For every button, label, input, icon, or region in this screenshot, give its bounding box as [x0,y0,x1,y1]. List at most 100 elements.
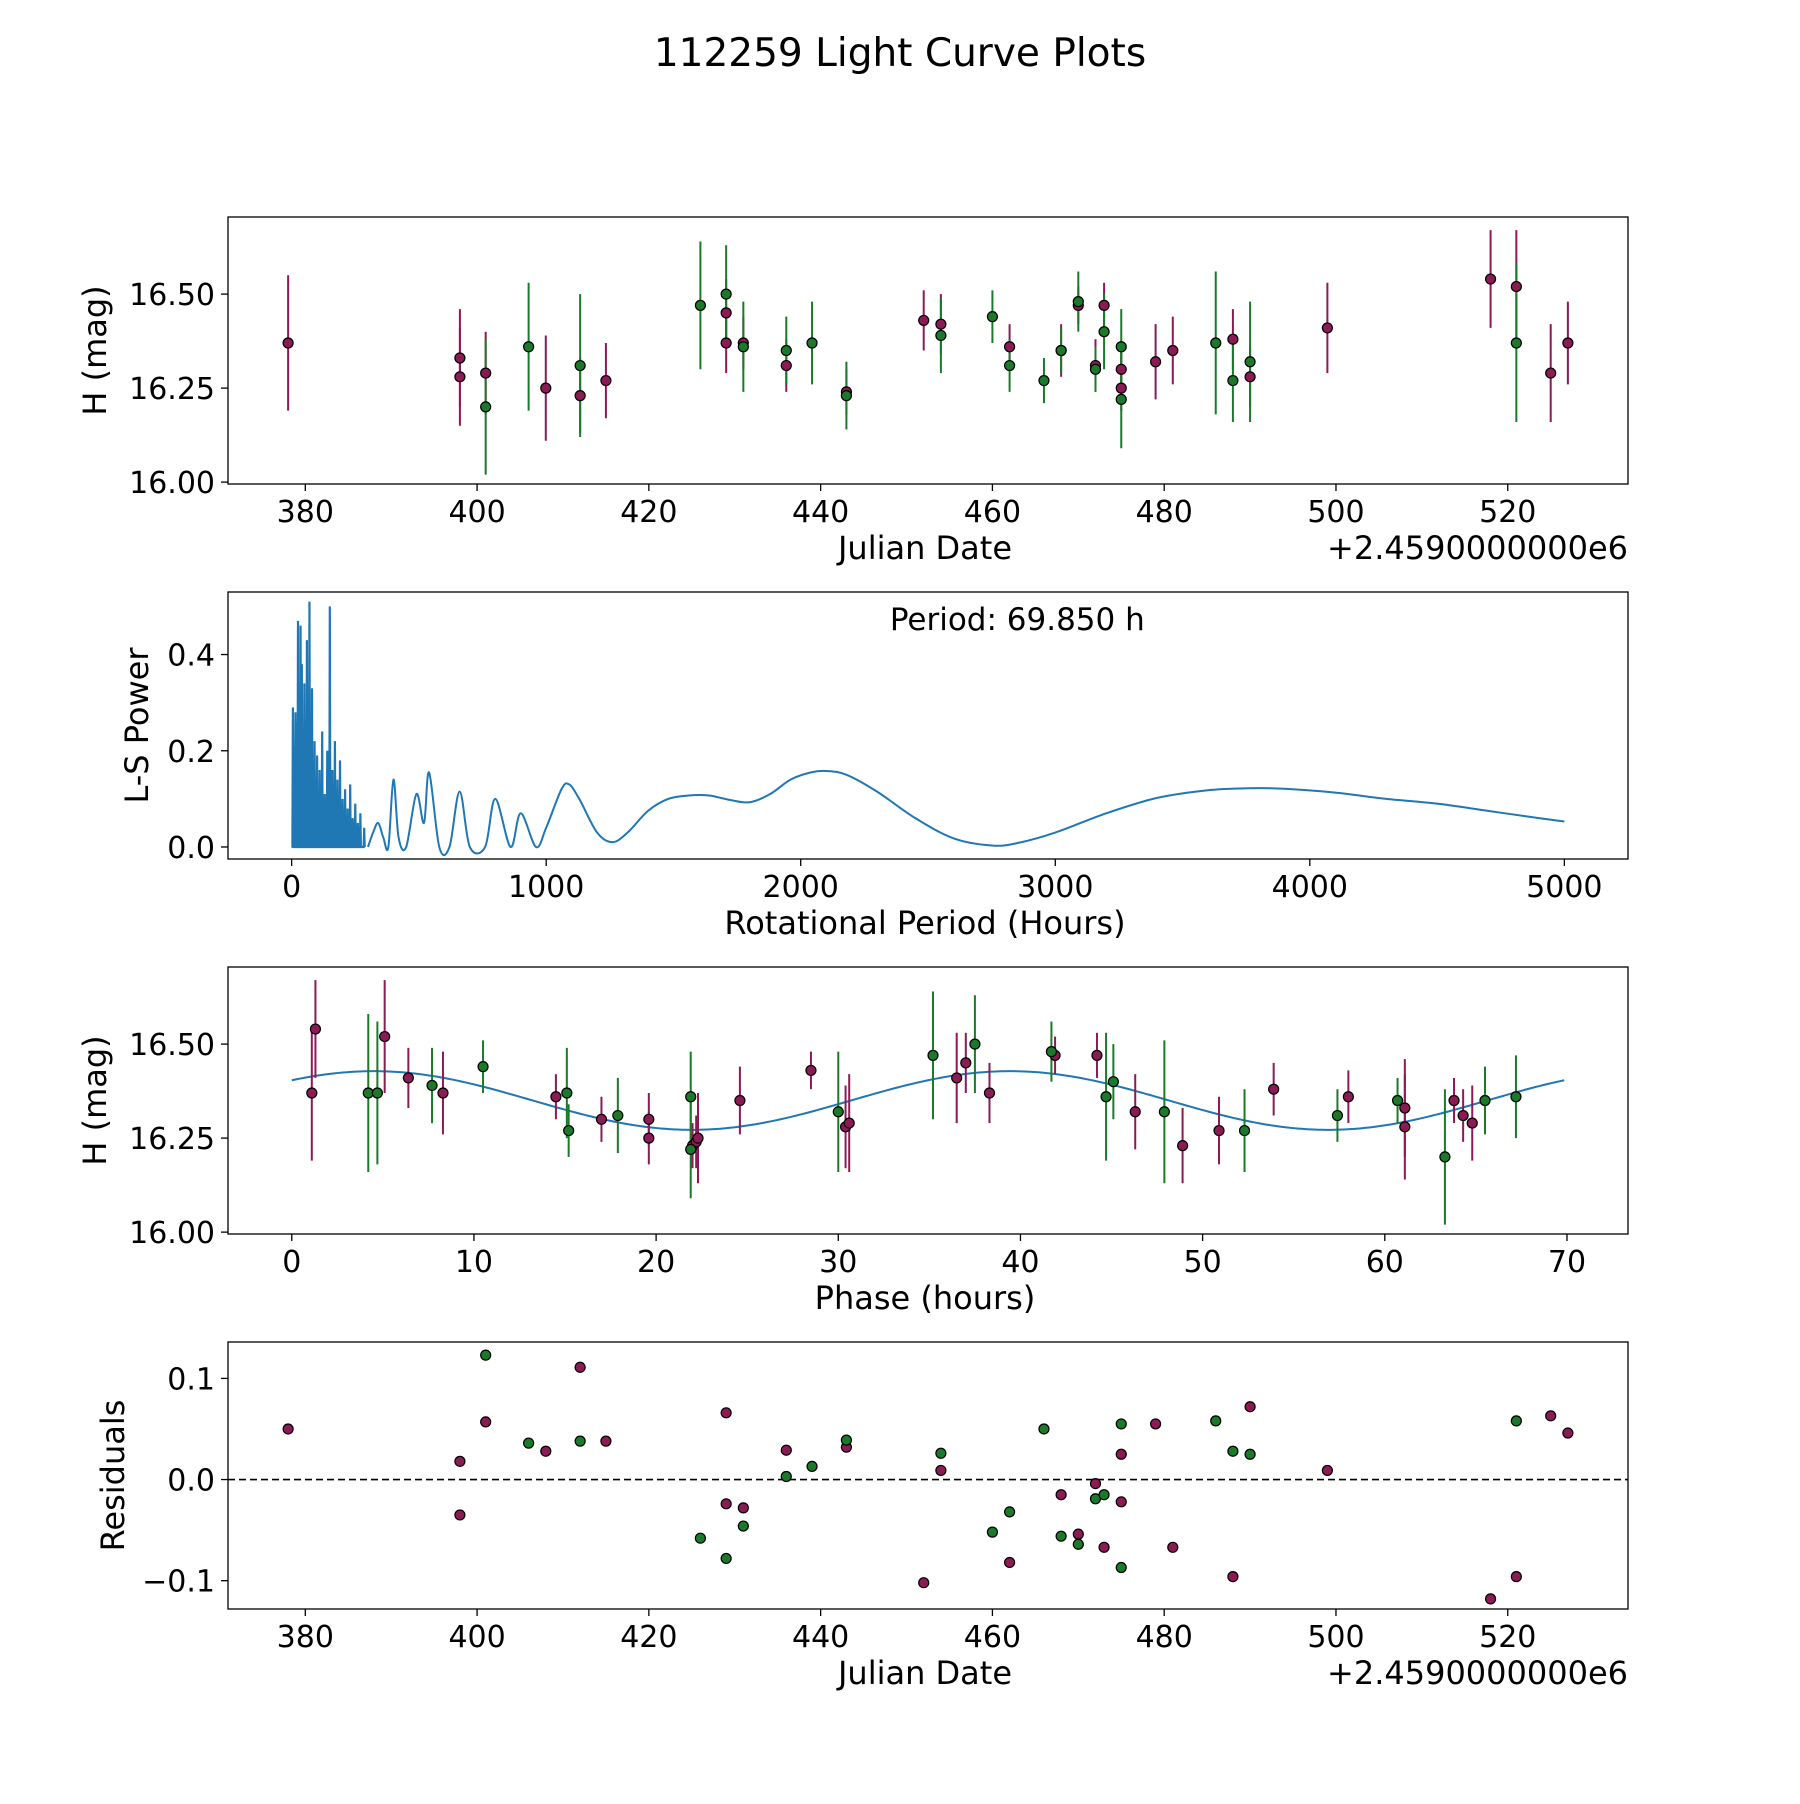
axes-frame [227,966,1629,1235]
data-point [1210,337,1222,349]
data-point [983,1087,996,1099]
x-tick-label: 60 [1366,1245,1404,1280]
lightcurve-panel: 380 400 420 440 460 480 500 520 16.00 16.25 16.50 J… [76,216,1629,567]
x-tick-label: 2000 [763,870,839,905]
data-point [1391,1094,1404,1107]
data-point [1089,363,1102,375]
data-point [362,1087,374,1099]
y-tick-label: 0.4 [167,639,215,674]
data-point [426,1079,438,1092]
x-tick-label: 500 [1307,1620,1364,1655]
x-tick-label: 1000 [508,870,584,905]
x-tick-label: 500 [1307,495,1364,530]
data-point [780,1444,792,1456]
data-point [612,1109,624,1122]
y-tick-label: −0.1 [142,1565,215,1600]
x-tick-label: 0 [282,1245,301,1280]
data-point [480,367,492,379]
data-point [805,1064,817,1077]
y-tick-label: 0.0 [167,831,215,866]
data-point [1238,1124,1251,1137]
data-point [1115,1561,1127,1574]
data-point [1089,1477,1102,1490]
data-point [737,1520,749,1532]
x-tick-label: 40 [1001,1245,1039,1280]
y-tick-label: 16.00 [129,466,215,501]
data-point [927,1049,939,1061]
data-point [720,337,732,349]
data-point [402,1072,414,1084]
data-point [843,1117,855,1129]
data-point [1115,1448,1127,1460]
data-point [806,1460,818,1472]
data-point [720,1552,732,1565]
data-point [1091,1049,1103,1061]
y-axis-label: H (mag) [76,1035,114,1165]
data-point [480,401,492,413]
y-axis-label: H (mag) [76,285,114,415]
periodogram-panel: Period: 69.850 h 0 1000 2000 3000 4000 5000 0.0… [118,591,1629,942]
y-tick-label: 16.25 [129,372,215,407]
data-point [540,382,552,394]
period-annotation: Period: 69.850 h [890,602,1145,638]
data-point [685,1143,697,1155]
axes-frame [227,216,1629,485]
y-tick-label: 0.2 [167,735,215,770]
data-point [1003,341,1016,353]
x-tick-label: 480 [1136,1620,1193,1655]
data-point [1072,296,1084,308]
data-point [1115,341,1127,353]
data-point [1045,1046,1058,1058]
data-point [935,1447,947,1459]
data-point [523,341,535,353]
data-point [780,1470,792,1483]
data-point [720,288,732,300]
data-point [1098,326,1110,338]
data-point [1227,1571,1239,1583]
data-point [454,1509,466,1521]
data-point [1003,1506,1016,1518]
data-point [282,337,294,349]
data-point [309,1023,322,1035]
data-point [986,311,999,323]
data-point [1510,1091,1522,1103]
data-point [1038,374,1050,387]
data-point [371,1087,383,1099]
data-point [1115,1496,1127,1508]
data-point [574,390,586,402]
data-point [1244,371,1256,383]
x-tick-label: 460 [964,495,1021,530]
data-point [574,1435,586,1447]
x-tick-label: 520 [1479,1620,1536,1655]
data-point [563,1124,575,1137]
data-point [1510,1571,1522,1583]
data-point [935,1464,947,1477]
x-offset-label: +2.4590000000e6 [1327,1654,1628,1692]
data-point [1003,1556,1016,1569]
data-point [1115,393,1127,405]
data-point [1562,1427,1574,1439]
y-tick-label: 0.0 [167,1464,215,1499]
data-point [480,1416,492,1428]
data-point [780,359,792,372]
x-axis-label: Julian Date [836,1654,1012,1692]
data-point [737,1502,749,1514]
data-point [1479,1094,1491,1107]
data-point [523,1437,535,1449]
data-point [1150,356,1162,368]
x-axis-label: Rotational Period (Hours) [724,904,1125,942]
data-point [1342,1091,1354,1103]
x-tick-label: 520 [1479,495,1536,530]
data-point [643,1132,655,1144]
data-point [692,1132,704,1144]
data-point [480,1349,492,1361]
data-point [780,344,792,357]
data-point [1244,356,1256,368]
data-point [694,1532,706,1544]
data-point [574,1361,586,1373]
data-point [1545,367,1557,379]
x-tick-label: 4000 [1272,870,1348,905]
data-point [1129,1106,1141,1118]
data-point [1055,344,1067,357]
data-point [600,1435,612,1447]
